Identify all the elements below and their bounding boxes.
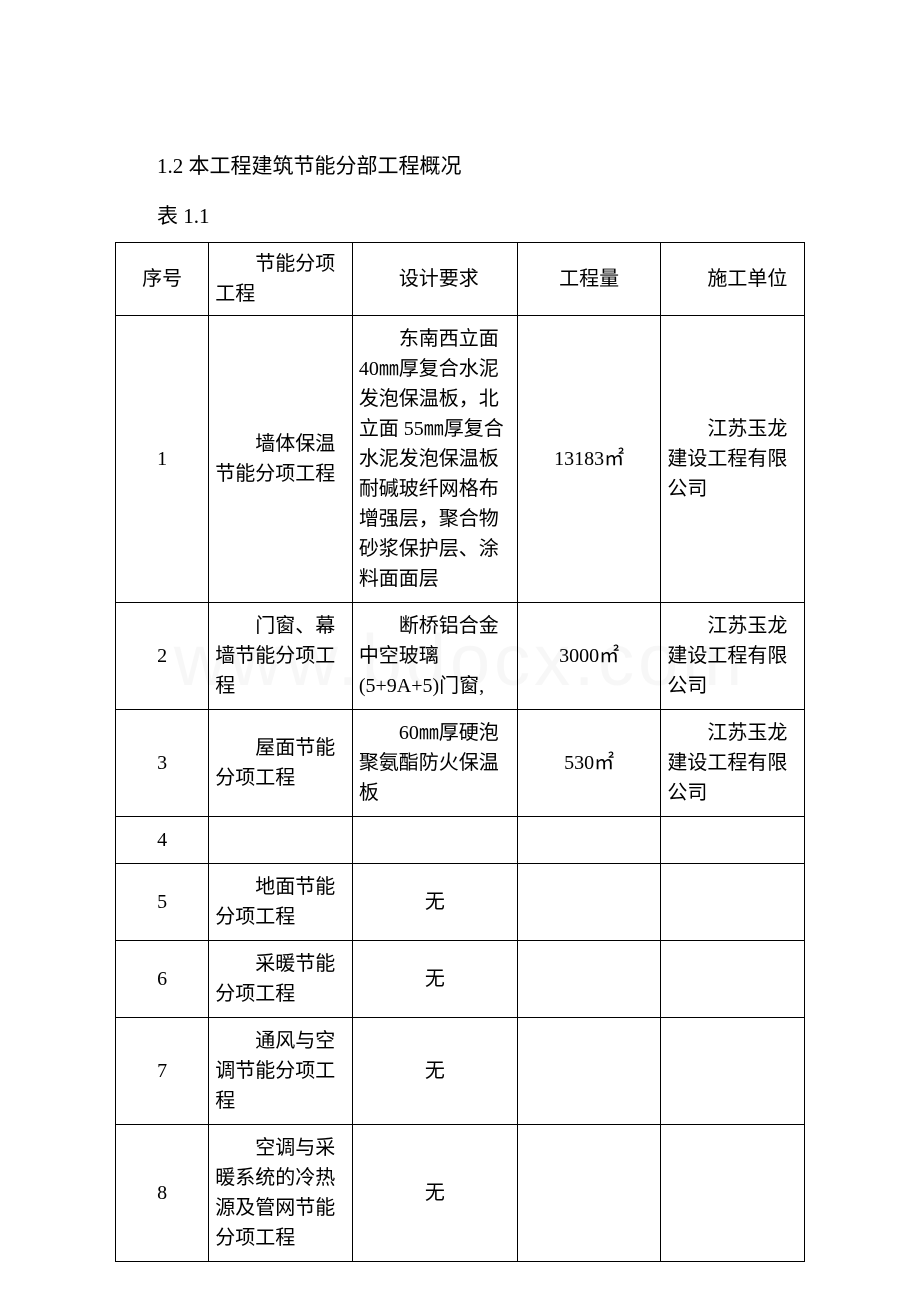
cell-unit bbox=[661, 941, 805, 1018]
table-label: 表 1.1 bbox=[115, 200, 805, 230]
table-row: 6 采暖节能分项工程 无 bbox=[116, 941, 805, 1018]
table-row: 5 地面节能分项工程 无 bbox=[116, 864, 805, 941]
cell-item: 墙体保温节能分项工程 bbox=[209, 316, 353, 603]
cell-item: 采暖节能分项工程 bbox=[209, 941, 353, 1018]
table-header-row: 序号 节能分项工程 设计要求 工程量 施工单位 bbox=[116, 243, 805, 316]
cell-qty bbox=[517, 817, 661, 864]
cell-item: 空调与采暖系统的冷热源及管网节能分项工程 bbox=[209, 1125, 353, 1262]
cell-unit bbox=[661, 1018, 805, 1125]
cell-unit bbox=[661, 864, 805, 941]
cell-unit: 江苏玉龙建设工程有限公司 bbox=[661, 316, 805, 603]
table-row: 4 bbox=[116, 817, 805, 864]
section-heading: 1.2 本工程建筑节能分部工程概况 bbox=[115, 150, 805, 180]
cell-req: 无 bbox=[352, 1018, 517, 1125]
cell-unit bbox=[661, 1125, 805, 1262]
cell-item: 屋面节能分项工程 bbox=[209, 710, 353, 817]
cell-seq: 3 bbox=[116, 710, 209, 817]
cell-qty bbox=[517, 1018, 661, 1125]
cell-req: 无 bbox=[352, 1125, 517, 1262]
header-qty: 工程量 bbox=[517, 243, 661, 316]
cell-seq: 1 bbox=[116, 316, 209, 603]
cell-item bbox=[209, 817, 353, 864]
cell-unit bbox=[661, 817, 805, 864]
cell-seq: 4 bbox=[116, 817, 209, 864]
cell-item: 地面节能分项工程 bbox=[209, 864, 353, 941]
header-item: 节能分项工程 bbox=[209, 243, 353, 316]
table-row: 2 门窗、幕墙节能分项工程 断桥铝合金中空玻璃(5+9A+5)门窗, 3000㎡… bbox=[116, 603, 805, 710]
cell-item: 通风与空调节能分项工程 bbox=[209, 1018, 353, 1125]
header-seq: 序号 bbox=[116, 243, 209, 316]
project-table: 序号 节能分项工程 设计要求 工程量 施工单位 1 墙体保温节能分项工程 东南西… bbox=[115, 242, 805, 1262]
cell-req bbox=[352, 817, 517, 864]
cell-unit: 江苏玉龙建设工程有限公司 bbox=[661, 603, 805, 710]
cell-unit: 江苏玉龙建设工程有限公司 bbox=[661, 710, 805, 817]
cell-item: 门窗、幕墙节能分项工程 bbox=[209, 603, 353, 710]
cell-seq: 5 bbox=[116, 864, 209, 941]
table-row: 8 空调与采暖系统的冷热源及管网节能分项工程 无 bbox=[116, 1125, 805, 1262]
cell-req: 60㎜厚硬泡聚氨酯防火保温板 bbox=[352, 710, 517, 817]
cell-req: 无 bbox=[352, 864, 517, 941]
cell-qty: 13183㎡ bbox=[517, 316, 661, 603]
cell-seq: 2 bbox=[116, 603, 209, 710]
cell-req: 东南西立面 40㎜厚复合水泥发泡保温板，北立面 55㎜厚复合水泥发泡保温板耐碱玻… bbox=[352, 316, 517, 603]
cell-qty: 530㎡ bbox=[517, 710, 661, 817]
header-unit: 施工单位 bbox=[661, 243, 805, 316]
cell-seq: 7 bbox=[116, 1018, 209, 1125]
cell-qty bbox=[517, 1125, 661, 1262]
table-row: 7 通风与空调节能分项工程 无 bbox=[116, 1018, 805, 1125]
cell-seq: 6 bbox=[116, 941, 209, 1018]
cell-qty bbox=[517, 864, 661, 941]
table-row: 1 墙体保温节能分项工程 东南西立面 40㎜厚复合水泥发泡保温板，北立面 55㎜… bbox=[116, 316, 805, 603]
header-req: 设计要求 bbox=[352, 243, 517, 316]
cell-seq: 8 bbox=[116, 1125, 209, 1262]
table-row: 3 屋面节能分项工程 60㎜厚硬泡聚氨酯防火保温板 530㎡ 江苏玉龙建设工程有… bbox=[116, 710, 805, 817]
cell-req: 断桥铝合金中空玻璃(5+9A+5)门窗, bbox=[352, 603, 517, 710]
cell-qty: 3000㎡ bbox=[517, 603, 661, 710]
cell-req: 无 bbox=[352, 941, 517, 1018]
cell-qty bbox=[517, 941, 661, 1018]
